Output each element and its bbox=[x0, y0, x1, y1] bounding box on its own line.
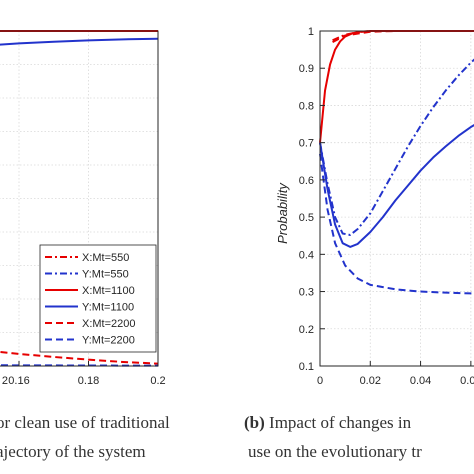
right-caption-line1: (b) Impact of changes in bbox=[244, 413, 411, 433]
left-x-tick-label-2: 0.16 bbox=[8, 375, 29, 387]
left-legend-box bbox=[39, 244, 157, 353]
right-caption-line2: use on the evolutionary tr bbox=[248, 442, 422, 461]
right-x-tick-label-3: 0.06 bbox=[460, 375, 474, 387]
right-caption-label: (b) bbox=[244, 413, 265, 432]
right-chart: 0 0.02 0.04 0.06 0.1 0.2 0.3 0.4 0.5 0.6 0.7 0.8 0.9… bbox=[275, 26, 474, 387]
right-y-tick-label-8: 0.9 bbox=[299, 63, 314, 75]
right-x-tick-label-2: 0.04 bbox=[410, 375, 431, 387]
right-y-tick-label-3: 0.4 bbox=[299, 249, 314, 261]
right-series-line-2 bbox=[332, 30, 474, 44]
left-legend-label-4: X:Mt=2200 bbox=[82, 318, 136, 330]
right-y-tick-label-2: 0.3 bbox=[299, 287, 314, 299]
left-chart: 20.140.160.180.2X:Mt=550Y:Mt=550X:Mt=110… bbox=[0, 30, 166, 387]
right-caption-text: Impact of changes in bbox=[269, 413, 412, 432]
left-legend-label-0: X:Mt=550 bbox=[82, 252, 129, 264]
left-series-line-4 bbox=[0, 350, 159, 365]
left-x-tick-label-4: 0.2 bbox=[150, 375, 165, 387]
right-series-line-5 bbox=[319, 153, 474, 295]
right-y-tick-label-7: 0.8 bbox=[299, 100, 314, 112]
right-y-tick-label-9: 1 bbox=[308, 26, 314, 38]
right-y-tick-label-5: 0.6 bbox=[299, 175, 314, 187]
left-x-tick-label-0: 2 bbox=[2, 375, 8, 387]
left-legend-label-5: Y:Mt=2200 bbox=[82, 335, 135, 347]
right-y-tick-label-1: 0.2 bbox=[299, 324, 314, 336]
right-y-tick-label-6: 0.7 bbox=[299, 138, 314, 150]
left-legend-label-2: X:Mt=1100 bbox=[82, 285, 135, 297]
right-x-tick-label-1: 0.02 bbox=[360, 375, 381, 387]
right-y-tick-label-0: 0.1 bbox=[299, 361, 314, 373]
left-x-tick-label-3: 0.18 bbox=[78, 375, 99, 387]
left-legend: X:Mt=550 Y:Mt=550 X:Mt=1100 Y:Mt=1100 X:Mt=2… bbox=[39, 244, 157, 353]
right-series-line-3 bbox=[319, 58, 474, 236]
left-legend-label-3: Y:Mt=1100 bbox=[82, 302, 134, 314]
right-series-line-0 bbox=[319, 30, 474, 143]
left-series-line-3 bbox=[0, 37, 159, 46]
right-plot-frame bbox=[319, 30, 474, 367]
right-y-axis-label: Probability bbox=[275, 182, 290, 244]
right-series-line-4 bbox=[319, 124, 474, 248]
right-y-tick-label-4: 0.5 bbox=[299, 212, 314, 224]
right-x-tick-label-0: 0 bbox=[317, 375, 323, 387]
left-caption-line2: ajectory of the system bbox=[0, 442, 146, 461]
left-legend-label-1: Y:Mt=550 bbox=[82, 269, 129, 281]
left-caption-line1: or clean use of traditional bbox=[0, 413, 170, 432]
